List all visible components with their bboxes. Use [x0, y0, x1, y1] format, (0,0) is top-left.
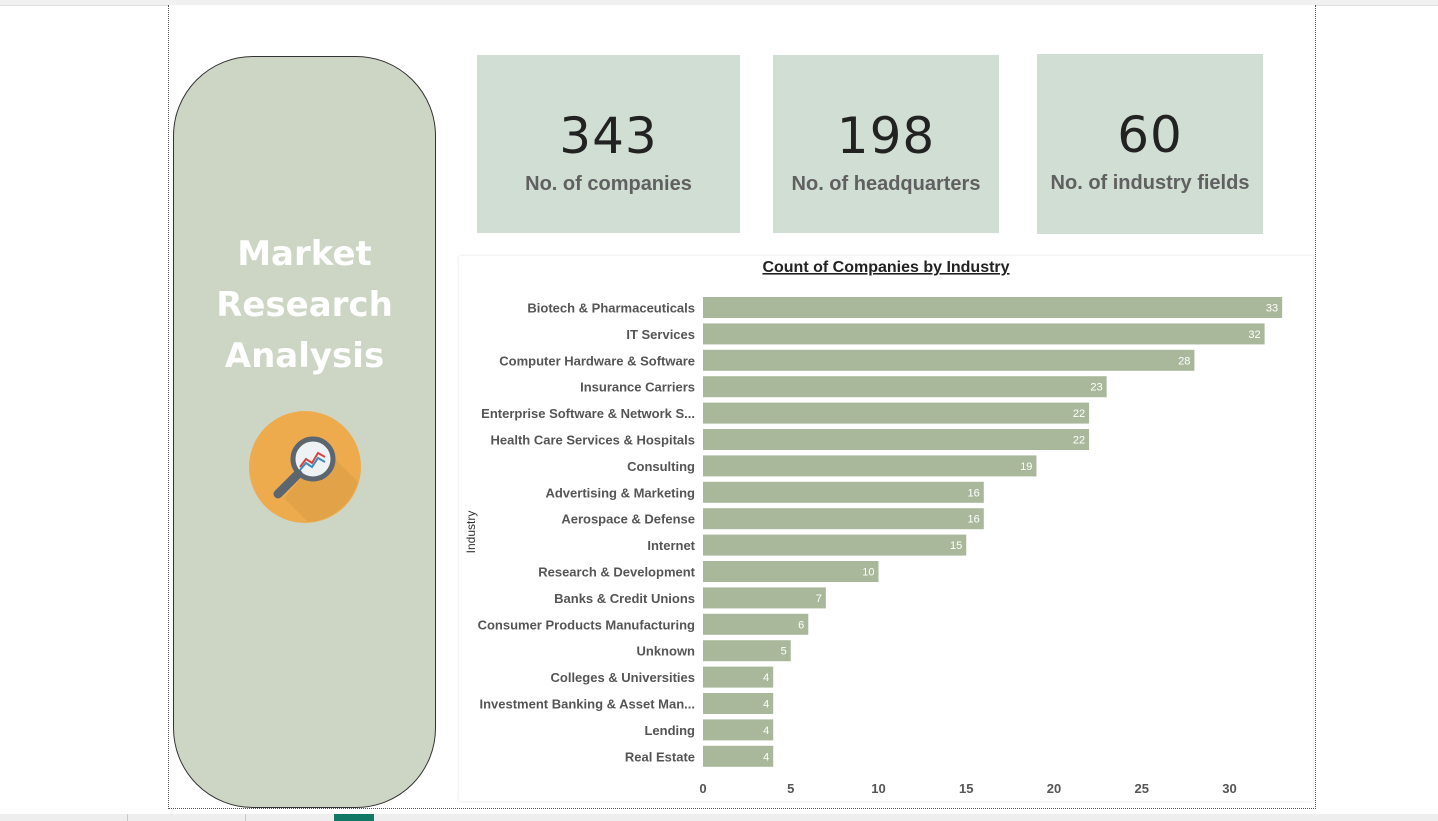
category-label: IT Services — [626, 327, 695, 342]
report-title: Market Research Analysis — [174, 229, 435, 382]
kpi-label: No. of industry fields — [1050, 172, 1250, 194]
bar-value-label: 7 — [816, 593, 822, 605]
category-label: Computer Hardware & Software — [499, 353, 695, 368]
active-page-tab[interactable] — [334, 814, 374, 821]
category-label: Advertising & Marketing — [545, 485, 695, 500]
x-tick-label: 5 — [787, 781, 794, 796]
bar[interactable] — [703, 561, 879, 582]
bar[interactable] — [703, 745, 774, 767]
bar[interactable] — [703, 323, 1265, 345]
tab-separator — [127, 814, 128, 821]
bars-group: Biotech & Pharmaceuticals 33 IT Services 32… — [478, 297, 1283, 767]
kpi-label: No. of headquarters — [791, 173, 981, 195]
bar-value-label: 22 — [1073, 408, 1085, 420]
x-ticks-group: 0 5 10 15 20 25 30 — [699, 781, 1236, 796]
x-tick-label: 20 — [1047, 781, 1061, 796]
chart-title: Count of Companies by Industry — [762, 259, 1009, 276]
bar[interactable] — [703, 402, 1090, 424]
x-tick-label: 30 — [1222, 781, 1236, 796]
x-tick-label: 0 — [699, 781, 706, 796]
title-line: Analysis — [224, 336, 385, 376]
category-label: Colleges & Universities — [551, 670, 696, 685]
tab-separator — [245, 814, 246, 821]
bar[interactable] — [703, 429, 1090, 450]
bar[interactable] — [703, 640, 791, 662]
category-label: Enterprise Software & Network S... — [481, 406, 695, 421]
bar-value-label: 6 — [798, 619, 804, 631]
kpi-card-headquarters[interactable]: 198 No. of headquarters — [773, 55, 999, 233]
bar-value-label: 16 — [968, 514, 980, 526]
bar-value-label: 19 — [1020, 461, 1032, 473]
bar-value-label: 10 — [862, 567, 874, 579]
category-label: Aerospace & Defense — [561, 512, 695, 527]
x-tick-label: 25 — [1135, 781, 1149, 796]
category-label: Health Care Services & Hospitals — [491, 433, 695, 448]
bar[interactable] — [703, 508, 984, 530]
title-line: Research — [216, 285, 393, 325]
bar[interactable] — [703, 613, 809, 635]
category-label: Consulting — [627, 459, 695, 474]
bar-value-label: 4 — [763, 725, 769, 737]
bar[interactable] — [703, 587, 826, 609]
bar-value-label: 4 — [763, 672, 769, 684]
kpi-value: 343 — [559, 107, 658, 165]
bar-value-label: 15 — [950, 540, 962, 552]
kpi-card-industry-fields[interactable]: 60 No. of industry fields — [1037, 54, 1263, 234]
category-label: Insurance Carriers — [580, 380, 695, 395]
category-label: Investment Banking & Asset Man... — [479, 697, 695, 712]
bar-value-label: 4 — [763, 751, 769, 763]
kpi-value: 60 — [1117, 106, 1183, 164]
bar[interactable] — [703, 666, 774, 688]
bottom-page-tabs — [0, 814, 1438, 821]
bar-value-label: 16 — [968, 487, 980, 499]
category-label: Lending — [644, 723, 695, 738]
bar[interactable] — [703, 376, 1107, 398]
title-card: Market Research Analysis — [173, 56, 436, 808]
magnifier-chart-icon — [249, 411, 361, 523]
kpi-label: No. of companies — [525, 173, 692, 195]
x-tick-label: 10 — [871, 781, 885, 796]
bar-value-label: 4 — [763, 699, 769, 711]
kpi-card-companies[interactable]: 343 No. of companies — [477, 55, 740, 233]
category-label: Unknown — [637, 644, 696, 659]
bar-value-label: 28 — [1178, 355, 1190, 367]
bar[interactable] — [703, 534, 967, 556]
bar-value-label: 33 — [1266, 303, 1278, 315]
title-line: Market — [237, 234, 372, 274]
category-label: Research & Development — [538, 565, 695, 580]
bar-value-label: 22 — [1073, 435, 1085, 447]
category-label: Internet — [647, 538, 695, 553]
kpi-value: 198 — [836, 107, 936, 165]
bar[interactable] — [703, 481, 984, 503]
industry-bar-chart[interactable]: Count of Companies by Industry Industry … — [459, 256, 1313, 801]
bar[interactable] — [703, 297, 1283, 318]
bar-value-label: 32 — [1248, 329, 1260, 341]
bar[interactable] — [703, 349, 1195, 371]
category-label: Biotech & Pharmaceuticals — [527, 301, 695, 316]
category-label: Real Estate — [625, 749, 695, 764]
category-label: Banks & Credit Unions — [554, 591, 695, 606]
bar[interactable] — [703, 693, 774, 714]
bar-value-label: 5 — [781, 646, 787, 658]
chart-svg: Count of Companies by Industry Industry … — [464, 259, 1283, 796]
x-tick-label: 15 — [959, 781, 973, 796]
bar[interactable] — [703, 719, 774, 741]
bar-value-label: 23 — [1090, 382, 1102, 394]
bar[interactable] — [703, 455, 1037, 477]
category-label: Consumer Products Manufacturing — [478, 617, 695, 632]
y-axis-title: Industry — [464, 511, 478, 554]
